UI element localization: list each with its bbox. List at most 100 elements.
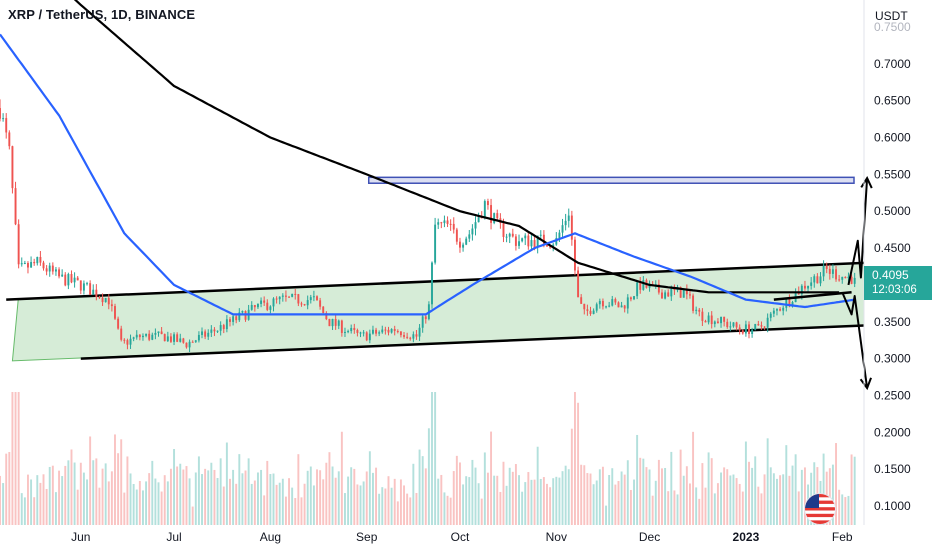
candle-body xyxy=(182,338,185,343)
volume-bar xyxy=(688,483,691,525)
candle-body xyxy=(142,335,144,338)
candle-body xyxy=(2,118,5,120)
us-flag-icon[interactable] xyxy=(805,494,835,524)
candle-body xyxy=(688,294,691,296)
volume-bar xyxy=(651,495,654,525)
volume-bar xyxy=(406,493,409,525)
volume-bar xyxy=(142,490,144,525)
candle-body xyxy=(359,332,362,334)
volume-bar xyxy=(785,445,788,525)
candle-body xyxy=(850,276,853,284)
volume-bar xyxy=(822,453,825,525)
candle-body xyxy=(701,311,704,321)
candle-body xyxy=(101,297,104,303)
candle-body xyxy=(508,233,511,237)
candle-body xyxy=(20,263,23,265)
volume-bar xyxy=(633,479,635,525)
candle-body xyxy=(204,331,207,337)
volume-bar xyxy=(309,466,312,525)
volume-bar xyxy=(716,483,719,525)
ma-blue-line xyxy=(0,33,855,316)
candle-body xyxy=(483,201,486,218)
volume-bars xyxy=(0,392,856,525)
volume-bar xyxy=(104,463,107,525)
volume-bar xyxy=(225,442,228,525)
volume-bar xyxy=(608,475,611,525)
moving-averages xyxy=(0,0,855,316)
volume-bar xyxy=(524,482,527,525)
candle-body xyxy=(399,331,402,336)
candle-body xyxy=(667,292,670,297)
price-tick-label: 0.3500 xyxy=(874,315,911,329)
volume-bar xyxy=(36,475,39,525)
candle-body xyxy=(574,239,576,271)
scenario-down-arrow-head xyxy=(859,377,872,391)
volume-bar xyxy=(726,469,729,525)
volume-bar xyxy=(213,469,216,525)
candle-body xyxy=(23,262,26,264)
volume-bar xyxy=(194,472,197,525)
candle-body xyxy=(791,302,794,306)
volume-bar xyxy=(33,497,36,525)
price-tick-label: 0.5000 xyxy=(874,204,911,218)
volume-bar xyxy=(434,392,437,525)
candle-body xyxy=(319,300,322,307)
candle-body xyxy=(763,326,766,328)
candle-body xyxy=(322,306,325,313)
candle-body xyxy=(384,329,387,331)
axis-unit-label: USDT xyxy=(875,9,908,23)
volume-bar xyxy=(387,476,390,525)
candle-body xyxy=(107,298,110,305)
volume-bar xyxy=(350,467,353,525)
candle-body xyxy=(828,268,831,274)
candle-body xyxy=(720,316,722,324)
candle-body xyxy=(803,285,806,289)
candle-body xyxy=(639,282,642,290)
volume-bar xyxy=(42,474,45,525)
candle-body xyxy=(505,236,508,238)
candle-body xyxy=(207,332,210,337)
volume-bar xyxy=(73,462,76,525)
volume-bar xyxy=(76,489,79,525)
candle-body xyxy=(365,332,368,341)
candle-body xyxy=(135,334,138,338)
candle-body xyxy=(95,289,98,298)
volume-bar xyxy=(654,480,657,525)
candle-body xyxy=(160,331,163,335)
bar-countdown: 12:03:06 xyxy=(872,284,917,296)
candle-body xyxy=(138,334,141,338)
volume-bar xyxy=(527,472,530,525)
volume-bar xyxy=(409,497,412,525)
volume-bar xyxy=(449,497,452,525)
volume-bar xyxy=(359,485,362,525)
candle-body xyxy=(577,270,580,298)
volume-bar xyxy=(853,456,856,525)
candle-body xyxy=(766,317,769,328)
volume-bar xyxy=(114,434,116,525)
volume-bar xyxy=(54,492,57,525)
volume-bar xyxy=(241,473,244,525)
price-axis: USDT 0.1000 0.1500 0.2000 0.2500 0.3000 0.3500… xyxy=(863,0,911,525)
channel-bottom-line xyxy=(80,324,864,360)
candle-body xyxy=(368,333,371,341)
volume-bar xyxy=(661,468,663,525)
volume-bar xyxy=(362,481,365,525)
candle-body xyxy=(306,300,309,306)
candle-body xyxy=(76,277,79,281)
volume-bar xyxy=(530,479,533,525)
candle-body xyxy=(586,309,589,311)
symbol-title[interactable]: XRP / TetherUS, 1D, BINANCE xyxy=(8,7,196,22)
volume-bar xyxy=(424,468,427,525)
candle-body xyxy=(552,244,555,247)
candle-body xyxy=(626,297,629,309)
candle-body xyxy=(163,334,166,342)
candle-body xyxy=(732,322,735,327)
volume-bar xyxy=(384,488,387,525)
volume-bar xyxy=(626,460,629,525)
volume-bar xyxy=(110,471,113,525)
volume-bar xyxy=(79,462,82,525)
volume-bar xyxy=(14,392,17,525)
price-tick-label: 0.2000 xyxy=(874,425,911,439)
candle-body xyxy=(713,321,716,325)
